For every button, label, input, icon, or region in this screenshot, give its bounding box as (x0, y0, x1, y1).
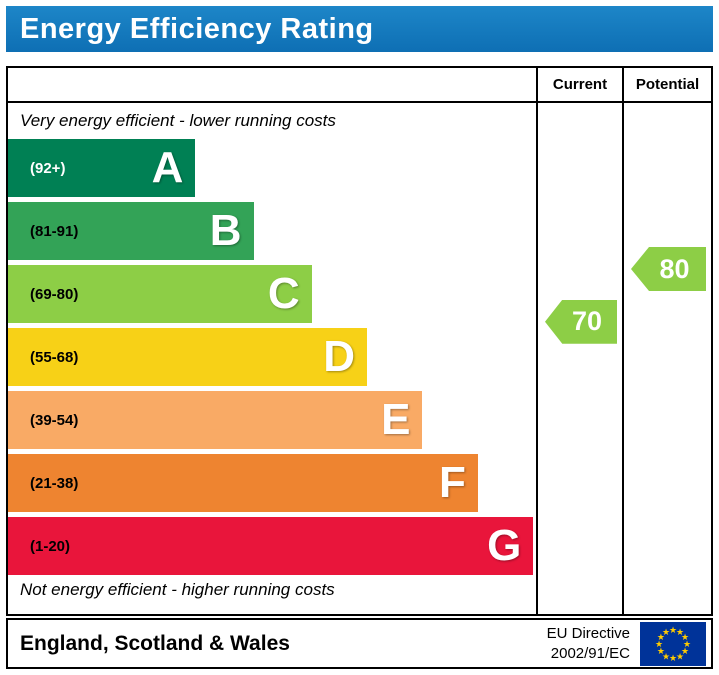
footer: England, Scotland & Wales EU Directive 2… (6, 618, 713, 669)
band-letter: G (487, 521, 522, 570)
svg-text:★: ★ (681, 647, 689, 657)
svg-text:★: ★ (657, 633, 665, 643)
band-letter: D (323, 332, 356, 381)
bottom-note: Not energy efficient - higher running co… (20, 580, 335, 599)
band-letter: E (381, 395, 411, 444)
bands-area: Very energy efficient - lower running co… (8, 103, 536, 614)
svg-text:★: ★ (676, 628, 684, 638)
band-range-label: (92+) (30, 159, 66, 177)
band-range-label: (39-54) (30, 411, 79, 429)
potential-rating-arrow: 80 (631, 247, 706, 291)
band-range-label: (21-38) (30, 474, 79, 492)
region-label: England, Scotland & Wales (20, 631, 290, 655)
eu-directive-label: EU Directive 2002/91/EC (547, 624, 630, 663)
eu-flag-icon: ★★★★★★★★★★★★ (640, 621, 706, 666)
svg-text:★: ★ (662, 652, 670, 662)
svg-text:★: ★ (655, 640, 663, 650)
band-letter: A (151, 143, 184, 192)
band-e: (39-54) E (8, 391, 423, 449)
bands: (92+) A (81-91) B (69-80) C (55-68) D (39-54) E (2… (8, 139, 536, 575)
potential-rating-value: 80 (659, 253, 690, 284)
top-note: Very energy efficient - lower running co… (20, 111, 336, 130)
current-column: 70 (536, 103, 622, 614)
band-a: (92+) A (8, 139, 196, 197)
svg-text:★: ★ (669, 626, 677, 636)
eu-directive-line1: EU Directive (546, 625, 630, 642)
svg-text:★: ★ (669, 654, 677, 664)
band-c: (69-80) C (8, 265, 312, 323)
band-range-label: (69-80) (30, 285, 79, 303)
band-g: (1-20) G (8, 517, 534, 575)
svg-text:★: ★ (676, 652, 684, 662)
svg-text:★: ★ (681, 633, 689, 643)
svg-text:★: ★ (683, 640, 691, 650)
band-d: (55-68) D (8, 328, 368, 386)
svg-text:★: ★ (662, 628, 670, 638)
potential-column-header: Potential (622, 68, 711, 101)
page-title: Energy Efficiency Rating (6, 6, 713, 52)
current-rating-value: 70 (571, 306, 603, 337)
current-rating-arrow: 70 (545, 299, 617, 344)
band-range-label: (81-91) (30, 222, 79, 240)
band-range-label: (1-20) (30, 537, 71, 555)
current-column-header: Current (536, 68, 622, 101)
band-letter: C (267, 269, 300, 318)
chart-header-row: Current Potential (8, 68, 711, 103)
eu-directive-line2: 2002/91/EC (550, 644, 630, 662)
potential-column: 80 (622, 103, 711, 614)
band-letter: F (439, 458, 466, 507)
band-b: (81-91) B (8, 202, 254, 260)
rating-chart: Current Potential Very energy efficient … (6, 66, 713, 616)
band-f: (21-38) F (8, 454, 478, 512)
svg-text:★: ★ (657, 647, 665, 657)
page-title-text: Energy Efficiency Rating (20, 12, 374, 45)
band-letter: B (209, 206, 242, 255)
bands-column-header (8, 68, 536, 101)
band-range-label: (55-68) (30, 348, 79, 366)
chart-body: Very energy efficient - lower running co… (8, 103, 711, 614)
